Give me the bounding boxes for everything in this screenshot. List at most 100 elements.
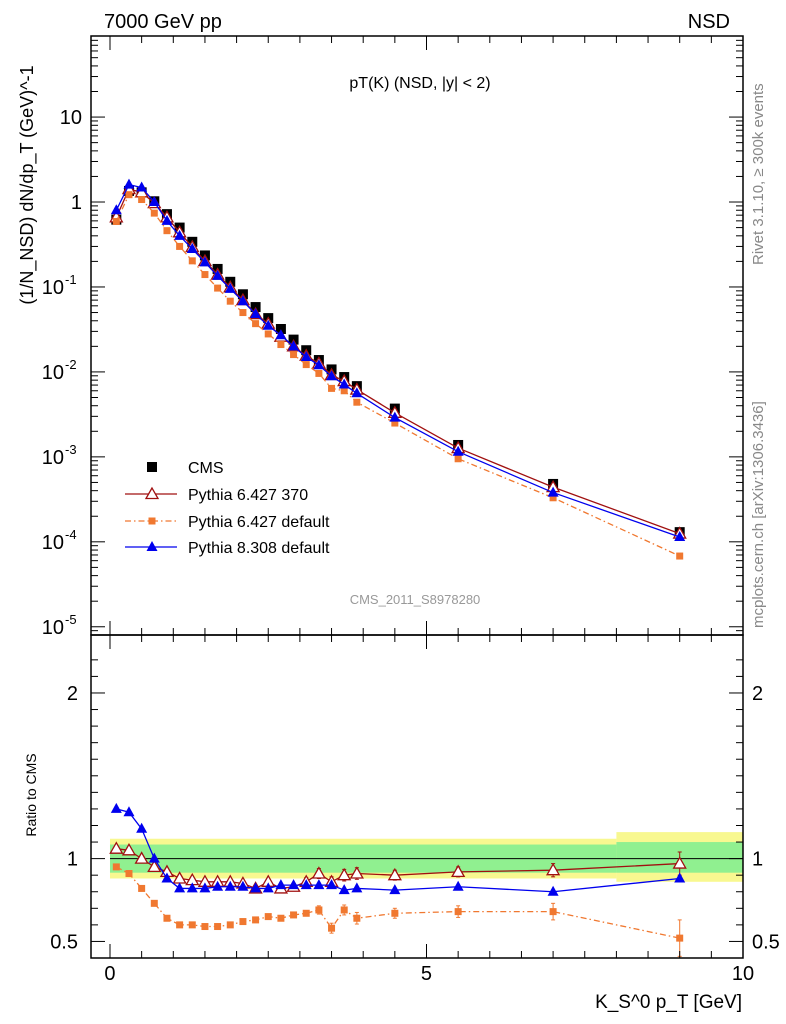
ratio-point-p6_default bbox=[328, 924, 336, 932]
y-tick-label: 10 bbox=[60, 107, 82, 129]
spectrum-point-p6_default bbox=[328, 384, 336, 392]
ratio-point-p6_default bbox=[277, 914, 285, 922]
spectrum-point-p6_default bbox=[264, 330, 272, 338]
spectrum-point-p8_default bbox=[674, 530, 686, 541]
spectrum-point-p8_default bbox=[199, 256, 211, 267]
ratio-point-p6_default bbox=[454, 908, 462, 916]
spectrum-point-p6_default bbox=[125, 191, 133, 199]
legend-marker-cms bbox=[147, 462, 157, 472]
watermark: CMS_2011_S8978280 bbox=[350, 592, 481, 607]
spectrum-point-p8_default bbox=[250, 308, 262, 319]
legend-marker-p6_default bbox=[148, 517, 156, 525]
ratio-point-p8_default bbox=[161, 872, 173, 883]
spectrum-point-p8_default bbox=[110, 204, 122, 215]
spectrum-point-p6_default bbox=[226, 297, 234, 305]
ratio-line-p8_default bbox=[116, 808, 680, 893]
ratio-point-p8_default bbox=[547, 885, 559, 896]
spectrum-point-p6_default bbox=[302, 361, 310, 369]
ratio-point-p6_default bbox=[290, 911, 298, 919]
ratio-point-p6_default bbox=[176, 921, 184, 929]
y-tick-label: 10 bbox=[42, 277, 64, 299]
ratio-point-p6_default bbox=[188, 921, 196, 929]
legend-marker-p8_default bbox=[146, 541, 158, 551]
spectrum-point-p8_default bbox=[275, 329, 287, 340]
spectrum-point-p8_default bbox=[136, 181, 148, 192]
x-tick-label: 0 bbox=[104, 963, 115, 985]
ratio-point-p8_default bbox=[148, 852, 160, 863]
lower-panel: 0 5 10 2 2 1 1 0.5 0.5 bbox=[50, 634, 780, 985]
y-tick-label: 10 bbox=[42, 362, 64, 384]
header-right: NSD bbox=[688, 11, 730, 33]
lower-y-tick-label-left: 1 bbox=[67, 849, 78, 871]
spectrum-point-p6_default bbox=[112, 217, 120, 225]
ratio-point-p6_370 bbox=[109, 841, 124, 854]
ratio-point-p8_default bbox=[300, 879, 312, 890]
ratio-point-p6_default bbox=[676, 934, 684, 942]
spectrum-point-p8_default bbox=[338, 378, 350, 389]
ratio-point-p6_default bbox=[549, 908, 557, 916]
lower-y-tick-label-right: 2 bbox=[752, 683, 763, 705]
ratio-point-p6_default bbox=[112, 863, 120, 871]
spectrum-point-p6_default bbox=[201, 271, 209, 279]
spectrum-point-p6_default bbox=[163, 227, 171, 235]
ratio-point-p6_default bbox=[239, 918, 247, 926]
ratio-point-p6_370 bbox=[337, 867, 352, 881]
spectrum-point-p6_default bbox=[252, 320, 260, 328]
spectrum-point-p6_default bbox=[549, 494, 557, 502]
legend-label-p6_default: Pythia 6.427 default bbox=[188, 514, 330, 531]
spectrum-point-p6_default bbox=[340, 387, 348, 395]
y-tick-label: 10 bbox=[42, 617, 64, 639]
ratio-point-p6_370 bbox=[121, 843, 137, 856]
x-axis-label: K_S^0 p_T [GeV] bbox=[595, 992, 742, 1013]
y-tick-label-exp: -2 bbox=[65, 357, 77, 372]
ratio-point-p8_default bbox=[262, 882, 274, 893]
upper-y-axis-label: (1/N_NSD) dN/dp_T (GeV)^-1 bbox=[17, 65, 38, 304]
spectrum-point-p6_default bbox=[454, 455, 462, 463]
y-tick-label-exp: -4 bbox=[65, 527, 77, 542]
spectrum-point-p6_default bbox=[277, 341, 285, 349]
ratio-point-p8_default bbox=[313, 879, 325, 890]
legend-marker-p6_370 bbox=[144, 486, 160, 500]
spectrum-point-p8_default bbox=[547, 486, 559, 497]
ratio-point-p6_370 bbox=[387, 867, 402, 881]
ratio-point-p6_370 bbox=[349, 866, 364, 879]
spectrum-point-p8_default bbox=[212, 269, 224, 280]
x-tick-label: 5 bbox=[421, 963, 432, 985]
spectrum-point-p8_default bbox=[148, 196, 160, 207]
ratio-point-p6_default bbox=[163, 914, 171, 922]
spectrum-point-p8_default bbox=[161, 214, 173, 225]
ratio-point-p6_default bbox=[391, 909, 399, 917]
ratio-point-p8_default bbox=[338, 884, 350, 895]
spectrum-point-p8_default bbox=[389, 411, 401, 422]
spectrum-point-p8_default bbox=[288, 340, 300, 351]
ratio-point-p6_default bbox=[315, 906, 323, 914]
spectrum-point-p8_default bbox=[452, 445, 464, 456]
spectrum-point-p8_default bbox=[262, 319, 274, 330]
ratio-point-p6_default bbox=[125, 870, 133, 878]
spectrum-line-p6_default bbox=[115, 193, 680, 557]
ratio-point-p6_default bbox=[201, 923, 209, 931]
spectrum-line-p8_default bbox=[115, 183, 680, 538]
ratio-point-p8_default bbox=[199, 882, 211, 893]
ratio-point-p8_default bbox=[389, 884, 401, 895]
ratio-point-p8_default bbox=[136, 822, 148, 833]
spectrum-point-p8_default bbox=[174, 229, 186, 240]
ratio-point-p8_default bbox=[174, 882, 186, 893]
spectrum-point-p6_default bbox=[214, 284, 222, 292]
spectrum-point-p8_default bbox=[351, 387, 363, 398]
spectrum-point-p8_default bbox=[224, 282, 236, 293]
lower-y-axis-label: Ratio to CMS bbox=[23, 753, 39, 836]
ratio-point-p6_default bbox=[214, 923, 222, 931]
legend-label-cms: CMS bbox=[188, 460, 224, 477]
spectrum-point-p6_default bbox=[188, 257, 196, 265]
y-tick-label-exp: -1 bbox=[65, 272, 77, 287]
y-tick-label: 10 bbox=[42, 447, 64, 469]
ratio-point-p8_default bbox=[288, 879, 300, 890]
ratio-point-p8_default bbox=[674, 872, 686, 883]
rivet-label: Rivet 3.1.10, ≥ 300k events bbox=[750, 83, 767, 265]
ratio-point-p6_default bbox=[340, 906, 348, 914]
spectrum-point-p6_default bbox=[138, 196, 146, 204]
lower-y-tick-label-right: 0.5 bbox=[752, 931, 780, 953]
spectrum-point-p8_default bbox=[326, 370, 338, 381]
